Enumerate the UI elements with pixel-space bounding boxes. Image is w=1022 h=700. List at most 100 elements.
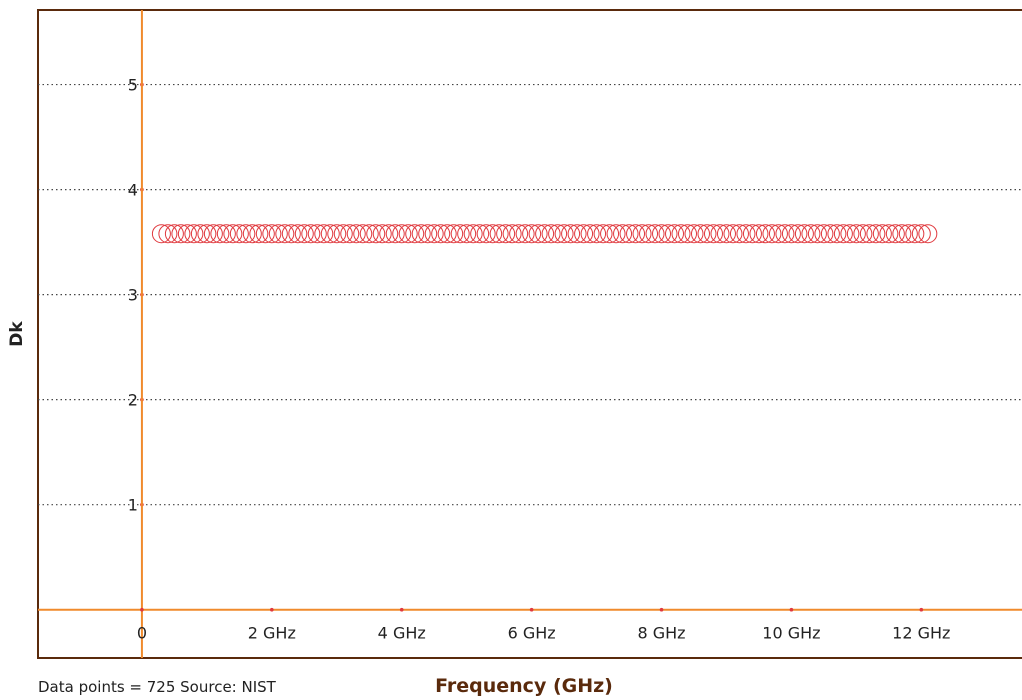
data-point: [502, 224, 522, 244]
data-point: [353, 224, 373, 244]
data-point: [229, 224, 249, 244]
data-point: [509, 224, 529, 244]
data-point: [742, 224, 762, 244]
data-point: [866, 224, 886, 244]
data-point: [411, 224, 431, 244]
data-point: [177, 224, 197, 244]
x-tick-label: 10 GHz: [762, 624, 820, 643]
data-point: [879, 224, 899, 244]
data-point: [697, 224, 717, 244]
data-point: [366, 224, 386, 244]
data-point: [385, 224, 405, 244]
data-point: [703, 224, 723, 244]
data-point: [203, 224, 223, 244]
data-point: [846, 224, 866, 244]
x-tick-mark: [140, 607, 144, 612]
y-tick-label: 3: [128, 286, 138, 305]
data-point: [762, 224, 782, 244]
x-axis-label: Frequency (GHz): [435, 675, 613, 697]
data-point: [515, 224, 535, 244]
data-point: [755, 224, 775, 244]
data-point: [294, 224, 314, 244]
data-point: [918, 224, 938, 244]
data-point: [801, 224, 821, 244]
data-point: [859, 224, 879, 244]
data-point: [840, 224, 860, 244]
data-point: [600, 224, 620, 244]
data-point: [535, 224, 555, 244]
data-point: [645, 224, 665, 244]
data-point: [580, 224, 600, 244]
data-point: [210, 224, 230, 244]
data-point: [567, 224, 587, 244]
data-point: [476, 224, 496, 244]
data-point: [496, 224, 516, 244]
y-tick-label: 1: [128, 496, 138, 515]
data-point: [827, 224, 847, 244]
data-point: [678, 224, 698, 244]
x-tick-label: 2 GHz: [248, 624, 296, 643]
data-point: [781, 224, 801, 244]
data-point: [359, 224, 379, 244]
data-point: [483, 224, 503, 244]
data-point: [885, 224, 905, 244]
data-point: [671, 224, 691, 244]
data-point: [392, 224, 412, 244]
data-point: [554, 224, 574, 244]
data-point: [470, 224, 490, 244]
x-tick-mark: [529, 607, 534, 612]
data-point: [457, 224, 477, 244]
data-point: [405, 224, 425, 244]
data-point: [281, 224, 301, 244]
data-point: [437, 224, 457, 244]
data-point: [307, 224, 327, 244]
y-tick-label: 5: [128, 76, 138, 95]
data-point: [379, 224, 399, 244]
data-point: [606, 224, 626, 244]
data-point: [216, 224, 236, 244]
data-point: [619, 224, 639, 244]
data-point: [197, 224, 217, 244]
data-point: [242, 224, 262, 244]
data-point: [639, 224, 659, 244]
data-point: [788, 224, 808, 244]
data-point: [463, 224, 483, 244]
data-point: [898, 224, 918, 244]
data-point: [262, 224, 282, 244]
data-point: [613, 224, 633, 244]
data-point: [820, 224, 840, 244]
x-tick-mark: [659, 607, 664, 612]
x-tick-label: 0: [137, 624, 147, 643]
x-tick-mark: [399, 607, 404, 612]
data-point: [768, 224, 788, 244]
data-point: [288, 224, 308, 244]
data-point: [814, 224, 834, 244]
data-point: [684, 224, 704, 244]
data-point: [236, 224, 256, 244]
data-point: [275, 224, 295, 244]
data-point: [665, 224, 685, 244]
data-point: [327, 224, 347, 244]
data-point: [548, 224, 568, 244]
data-point: [190, 224, 210, 244]
data-point: [372, 224, 392, 244]
data-point: [626, 224, 646, 244]
x-tick-label: 6 GHz: [508, 624, 556, 643]
data-point: [632, 224, 652, 244]
data-point: [853, 224, 873, 244]
data-point: [729, 224, 749, 244]
data-point: [833, 224, 853, 244]
y-axis-label: Dk: [7, 321, 27, 347]
x-tick-mark: [270, 607, 274, 612]
data-point: [171, 224, 191, 244]
data-point: [652, 224, 672, 244]
data-point: [418, 224, 438, 244]
data-point: [255, 224, 275, 244]
data-point: [333, 224, 353, 244]
x-tick-label: 12 GHz: [892, 624, 950, 643]
data-point: [807, 224, 827, 244]
data-point: [164, 224, 184, 244]
data-point: [658, 224, 678, 244]
data-point: [249, 224, 269, 244]
